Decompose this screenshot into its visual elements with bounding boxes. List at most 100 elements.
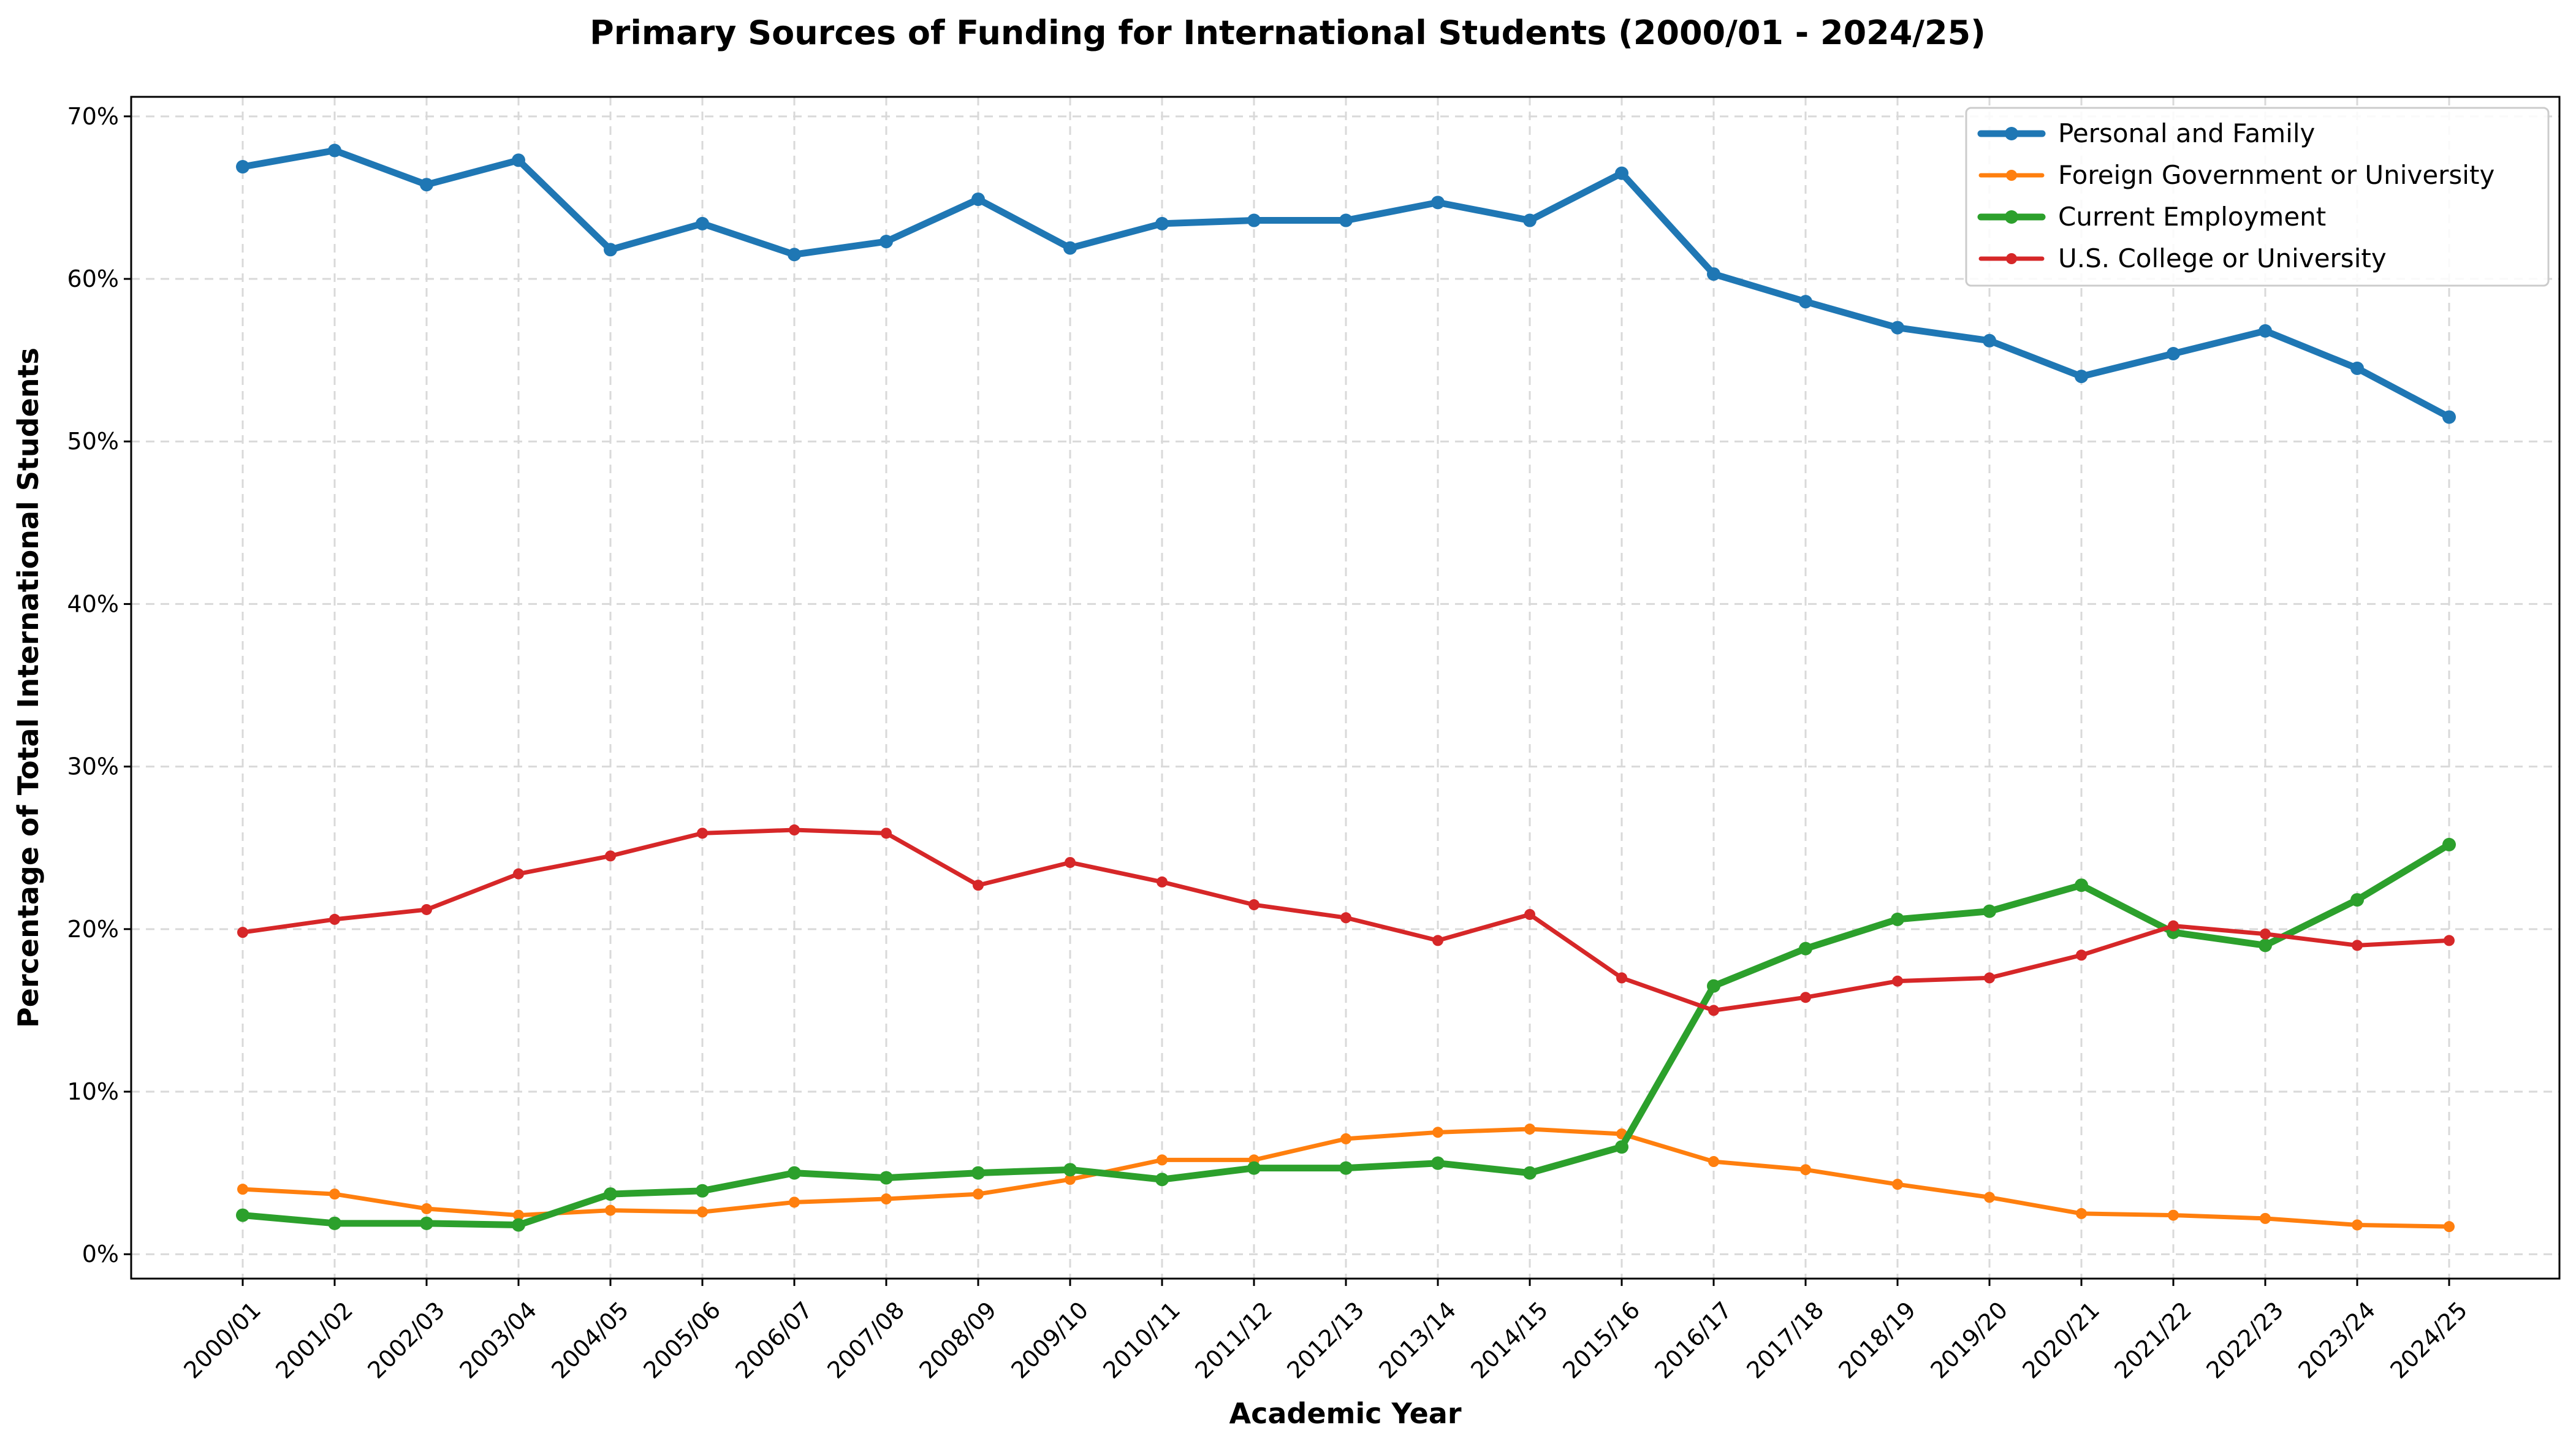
- x-tick-label: 2021/22: [2109, 1296, 2197, 1384]
- legend-swatch-marker: [2005, 210, 2018, 224]
- data-point: [1063, 241, 1077, 255]
- data-point: [329, 913, 340, 925]
- data-point: [1157, 1154, 1168, 1166]
- data-point: [973, 1188, 984, 1200]
- data-point: [1983, 904, 1996, 918]
- data-point: [2076, 1208, 2087, 1219]
- data-point: [2075, 370, 2088, 384]
- data-point: [1799, 941, 1812, 956]
- data-point: [2444, 1221, 2455, 1233]
- data-point: [696, 1184, 709, 1198]
- data-point: [2076, 949, 2087, 961]
- data-point: [237, 1184, 248, 1195]
- data-point: [2444, 935, 2455, 946]
- legend-label: Foreign Government or University: [2058, 160, 2494, 190]
- series-group: [236, 143, 2456, 1233]
- y-tick-label: 50%: [67, 428, 119, 455]
- data-point: [1524, 908, 1535, 920]
- data-point: [604, 243, 617, 257]
- data-point: [236, 1208, 249, 1222]
- data-point: [2260, 1212, 2271, 1224]
- data-point: [1984, 972, 1995, 984]
- data-point: [1157, 876, 1168, 888]
- x-tick-label: 2019/20: [1925, 1296, 2013, 1384]
- legend: Personal and Family Foreign Government or…: [1965, 107, 2550, 287]
- data-point: [1155, 1173, 1169, 1187]
- series-personal-and-family: [236, 143, 2456, 424]
- x-tick-label: 2022/23: [2201, 1296, 2289, 1384]
- data-point: [2352, 940, 2363, 951]
- data-point: [1707, 267, 1720, 281]
- data-point: [1339, 1161, 1353, 1175]
- y-axis-label: Percentage of Total International Studen…: [12, 348, 45, 1028]
- data-point: [1615, 1140, 1628, 1154]
- y-tick-label: 10%: [67, 1078, 119, 1105]
- y-tick-label: 40%: [67, 590, 119, 617]
- x-tick-label: 2001/02: [270, 1296, 358, 1384]
- data-point: [1523, 1166, 1537, 1180]
- data-point: [2167, 347, 2180, 361]
- data-point: [1431, 1156, 1445, 1170]
- data-point: [421, 903, 432, 915]
- legend-item: Personal and Family: [1977, 118, 2315, 148]
- x-tick-label: 2005/06: [638, 1296, 726, 1384]
- data-point: [1065, 857, 1076, 869]
- chart-title: Primary Sources of Funding for Internati…: [590, 13, 1986, 52]
- data-point: [2259, 938, 2272, 953]
- legend-swatch-marker: [2005, 127, 2018, 140]
- data-point: [971, 192, 985, 207]
- data-point: [1616, 972, 1627, 984]
- data-point: [329, 1188, 340, 1200]
- legend-label: Personal and Family: [2058, 118, 2315, 148]
- data-point: [973, 880, 984, 891]
- data-point: [1800, 1164, 1811, 1176]
- y-tick-label: 60%: [67, 265, 119, 292]
- x-tick-label: 2007/08: [822, 1296, 910, 1384]
- x-tick-label: 2009/10: [1006, 1296, 1093, 1384]
- data-point: [1708, 1156, 1719, 1168]
- data-point: [421, 1203, 432, 1214]
- data-point: [1339, 213, 1353, 227]
- x-axis-label: Academic Year: [1229, 1397, 1461, 1430]
- data-point: [1523, 213, 1537, 227]
- data-point: [1892, 1179, 1903, 1190]
- x-tick-label: 2018/19: [1833, 1296, 1921, 1384]
- data-point: [788, 1166, 801, 1180]
- data-point: [513, 868, 524, 880]
- data-point: [2168, 1209, 2179, 1221]
- data-point: [880, 1171, 893, 1185]
- data-point: [697, 1206, 708, 1218]
- x-tick-label: 2006/07: [730, 1296, 818, 1384]
- data-point: [513, 1209, 524, 1221]
- y-tick-label: 20%: [67, 916, 119, 943]
- data-point: [237, 927, 248, 938]
- x-tick-label: 2014/15: [1465, 1296, 1553, 1384]
- data-point: [512, 153, 525, 167]
- data-point: [1247, 213, 1261, 227]
- data-point: [2442, 410, 2456, 424]
- data-point: [236, 160, 249, 174]
- grid-lines: [131, 97, 2559, 1279]
- data-point: [1892, 975, 1903, 987]
- data-point: [1708, 1005, 1719, 1016]
- data-point: [605, 850, 616, 862]
- data-point: [328, 143, 341, 158]
- series-current-employment: [236, 837, 2456, 1232]
- data-point: [1155, 216, 1169, 230]
- y-tick-label: 70%: [67, 103, 119, 130]
- data-point: [697, 827, 708, 839]
- legend-label: U.S. College or University: [2058, 243, 2387, 273]
- data-point: [880, 235, 893, 249]
- data-point: [2350, 893, 2364, 907]
- data-point: [971, 1166, 985, 1180]
- data-point: [1615, 166, 1628, 180]
- x-tick-label: 2023/24: [2293, 1296, 2380, 1384]
- x-tick-label: 2024/25: [2385, 1296, 2472, 1384]
- data-point: [1340, 912, 1351, 924]
- data-point: [1432, 1127, 1443, 1138]
- data-point: [2259, 324, 2272, 338]
- y-tick-label: 30%: [67, 753, 119, 780]
- data-point: [1984, 1192, 1995, 1203]
- data-point: [1800, 992, 1811, 1003]
